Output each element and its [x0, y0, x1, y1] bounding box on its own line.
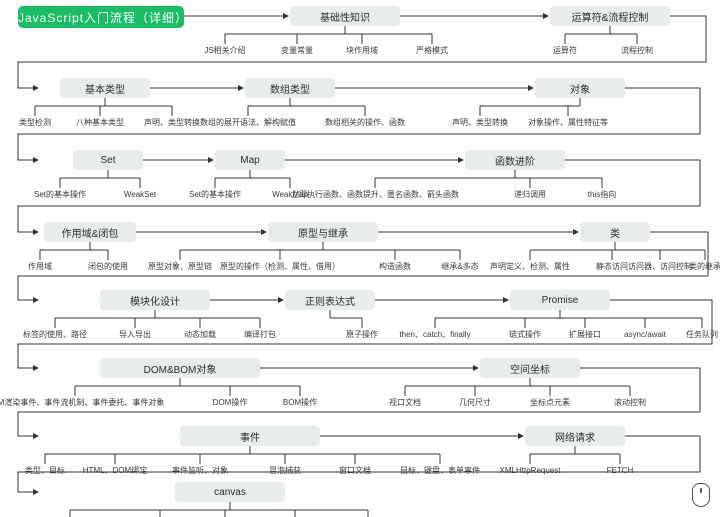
node-n13: 正则表达式	[285, 290, 375, 310]
node-label: 模块化设计	[130, 293, 180, 308]
node-label: Set	[100, 155, 115, 166]
leaf-label: 变量常量	[281, 46, 313, 56]
leaf-label: 递归调用	[514, 190, 546, 200]
leaf-label: FETCH	[607, 466, 634, 476]
leaf-label: HTML、DOM绑定	[83, 466, 147, 476]
node-n4: 数组类型	[245, 78, 335, 98]
leaf-label: 运算符	[553, 46, 577, 56]
node-n19: canvas	[175, 482, 285, 502]
node-label: 网络请求	[555, 429, 595, 444]
mouse-cursor-icon	[692, 483, 710, 507]
leaf-label: 鼠标、键盘、表单事件	[400, 466, 480, 476]
node-n12: 模块化设计	[100, 290, 210, 310]
leaf-label: 访问器、访问控制	[628, 262, 692, 272]
leaf-label: 块作用域	[346, 46, 378, 56]
leaf-label: 原型对象、原型链	[148, 262, 212, 272]
leaf-label: 静态访问	[596, 262, 628, 272]
leaf-label: 导入导出	[119, 330, 151, 340]
leaf-label: 作用域	[28, 262, 52, 272]
node-label: 原型与继承	[298, 225, 348, 240]
title-label: JavaScript入门流程（详细）	[18, 9, 184, 26]
leaf-label: 类的继承	[689, 262, 720, 272]
leaf-label: 类型检测	[19, 118, 51, 128]
leaf-label: 数组的展开语法、解构赋值	[200, 118, 296, 128]
node-n17: 事件	[180, 426, 320, 446]
leaf-label: Set的基本操作	[34, 190, 86, 200]
leaf-label: 链式操作	[509, 330, 541, 340]
leaf-label: 流程控制	[621, 46, 653, 56]
node-label: 对象	[570, 81, 590, 96]
leaf-label: 严格模式	[416, 46, 448, 56]
leaf-label: 任务队列	[686, 330, 718, 340]
node-label: 类	[610, 225, 620, 240]
leaf-label: DOM渲染事件、事件流机制、事件委托、事件对象	[0, 398, 164, 408]
leaf-label: 扩展接口	[569, 330, 601, 340]
leaf-label: 类型、目标	[25, 466, 65, 476]
node-n11: 类	[580, 222, 650, 242]
leaf-label: 坐标点元素	[530, 398, 570, 408]
node-n7: Map	[215, 150, 285, 170]
leaf-label: 声明、类型转换	[452, 118, 508, 128]
node-n2: 运算符&流程控制	[550, 6, 670, 26]
leaf-label: 几何尺寸	[459, 398, 491, 408]
node-n1: 基础性知识	[290, 6, 400, 26]
leaf-label: XMLHttpRequest	[500, 466, 561, 476]
node-n18: 网络请求	[525, 426, 625, 446]
leaf-label: BOM操作	[283, 398, 317, 408]
leaf-label: 八种基本类型	[76, 118, 124, 128]
node-n3: 基本类型	[60, 78, 150, 98]
node-label: DOM&BOM对象	[144, 361, 217, 376]
node-label: 事件	[240, 429, 260, 444]
leaf-label: WeakSet	[124, 190, 156, 200]
node-label: 正则表达式	[305, 293, 355, 308]
leaf-label: 声明定义、检测、属性	[490, 262, 570, 272]
node-n15: DOM&BOM对象	[100, 358, 260, 378]
leaf-label: 立即执行函数、函数提升、匿名函数、箭头函数	[291, 190, 459, 200]
leaf-label: 事件监听、对象	[172, 466, 228, 476]
node-n16: 空间坐标	[480, 358, 580, 378]
title-node: JavaScript入门流程（详细）	[18, 6, 184, 28]
leaf-label: 窗口文档	[339, 466, 371, 476]
node-n14: Promise	[510, 290, 610, 310]
leaf-label: 闭包的使用	[88, 262, 128, 272]
node-label: 作用域&闭包	[62, 225, 119, 240]
node-label: Promise	[542, 295, 579, 306]
leaf-label: this指向	[588, 190, 616, 200]
node-label: 运算符&流程控制	[572, 9, 649, 24]
leaf-label: 动态加载	[184, 330, 216, 340]
node-label: 基础性知识	[320, 9, 370, 24]
leaf-label: 编译打包	[244, 330, 276, 340]
leaf-label: 视口文档	[389, 398, 421, 408]
node-n6: Set	[73, 150, 143, 170]
leaf-label: JS相关介绍	[204, 46, 245, 56]
node-n9: 作用域&闭包	[44, 222, 136, 242]
leaf-label: DOM操作	[213, 398, 248, 408]
leaf-label: 继承&多态	[441, 262, 478, 272]
node-label: Map	[240, 155, 259, 166]
leaf-label: 对象操作、属性特征等	[528, 118, 608, 128]
leaf-label: 冒泡捕获	[269, 466, 301, 476]
leaf-label: 数组相关的操作、函数	[325, 118, 405, 128]
leaf-label: 原子操作	[346, 330, 378, 340]
node-label: canvas	[214, 487, 246, 498]
leaf-label: async/await	[624, 330, 666, 340]
node-n10: 原型与继承	[268, 222, 378, 242]
leaf-label: 标签的使用、路径	[23, 330, 87, 340]
leaf-label: 声明、类型转换	[144, 118, 200, 128]
node-n8: 函数进阶	[465, 150, 565, 170]
leaf-label: 滚动控制	[614, 398, 646, 408]
leaf-label: 构造函数	[379, 262, 411, 272]
leaf-label: 原型的操作（检测、属性、借用）	[220, 262, 340, 272]
node-label: 数组类型	[270, 81, 310, 96]
node-n5: 对象	[535, 78, 625, 98]
leaf-label: then、catch、finally	[399, 330, 470, 340]
node-label: 函数进阶	[495, 153, 535, 168]
node-label: 基本类型	[85, 81, 125, 96]
node-label: 空间坐标	[510, 361, 550, 376]
leaf-label: Set的基本操作	[189, 190, 241, 200]
